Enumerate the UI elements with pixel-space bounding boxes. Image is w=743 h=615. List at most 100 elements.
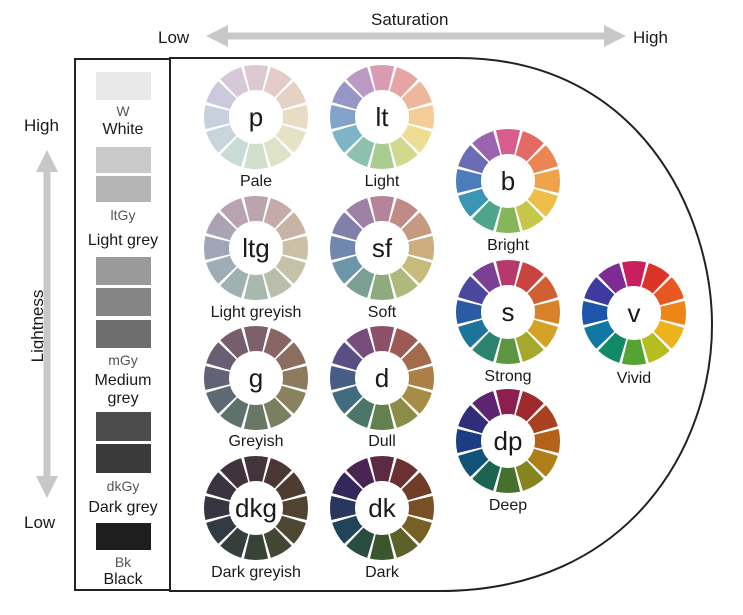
wheel-segment [332,255,363,284]
wheel-segment [243,456,269,482]
wheel-segment [243,65,269,91]
wheel-segment [401,515,432,544]
tone-abbreviation: g [249,363,263,393]
wheel-segment [458,319,489,348]
wheel-segment [263,328,292,359]
lightness-high-label: High [24,116,59,135]
wheel-segment [456,428,482,454]
swatch-medium-grey-3 [96,320,151,348]
wheel-segment [515,200,544,231]
tone-abbreviation: dk [368,493,396,523]
tone-abbreviation: dp [494,426,523,456]
wheel-segment [263,67,292,98]
wheel-segment [282,495,308,521]
wheel-segment [346,397,375,428]
wheel-segment [206,124,237,153]
tone-label-vivid: Vivid [616,370,652,387]
wheel-segment [332,472,363,501]
wheel-segment [263,397,292,428]
wheel-segment [220,328,249,359]
tone-label-greyish: Greyish [228,433,284,450]
wheel-segment [584,320,615,349]
wheel-segment [534,168,560,194]
wheel-segment [401,124,432,153]
wheel-segment [472,262,501,293]
tone-wheel-light-greyish: ltg [204,196,308,300]
wheel-segment [408,104,434,130]
wheel-segment [369,326,395,352]
wheel-segment [495,467,521,493]
tone-wheel-vivid: v [582,261,686,365]
wheel-segment [408,365,434,391]
wheel-segment [206,81,237,110]
swatch-black [96,523,151,550]
lightness-arrow-up-head [36,150,58,172]
wheel-segment [206,472,237,501]
wheel-segment [263,458,292,489]
wheel-segment [389,267,418,298]
tone-wheel-pale: p [204,65,308,169]
wheel-segment [584,277,615,306]
tone-label-dark: Dark [365,564,399,581]
wheel-segment [401,385,432,414]
wheel-segment [332,212,363,241]
swatch-light-grey-1 [96,147,151,173]
wheel-segment [456,299,482,325]
wheel-segment [515,391,544,422]
wheel-segment [389,136,418,167]
wheel-segment [220,458,249,489]
wheel-segment [263,198,292,229]
wheel-segment [389,67,418,98]
tone-abbreviation: lt [376,102,390,132]
wheel-segment [621,339,647,365]
saturation-arrow-right-head [604,25,626,47]
wheel-segment [275,255,306,284]
wheel-segment [206,342,237,371]
wheel-segment [243,534,269,560]
wheel-segment [332,124,363,153]
wheel-segment [389,527,418,558]
tone-label-deep: Deep [488,497,528,514]
swatch-medium-grey-1 [96,257,151,285]
wheel-segment [275,385,306,414]
grey-name-black: Black [103,571,143,588]
wheel-segment [204,235,230,261]
wheel-segment [582,300,608,326]
wheel-segment [389,198,418,229]
wheel-segment [220,136,249,167]
wheel-segment [527,405,558,434]
wheel-segment [330,104,356,130]
wheel-segment [346,267,375,298]
wheel-segment [369,456,395,482]
wheel-segment [275,124,306,153]
wheel-segment [332,342,363,371]
wheel-segment [369,534,395,560]
swatch-dark-grey-2 [96,444,151,473]
tone-abbreviation: p [249,102,263,132]
grey-code-medium-grey: mGy [108,352,138,368]
wheel-segment [332,515,363,544]
wheel-segment [515,331,544,362]
tone-wheel-light: lt [330,65,434,169]
tone-label-dull: Dull [368,433,396,450]
wheel-segment [282,365,308,391]
wheel-segment [369,274,395,300]
wheel-segment [369,404,395,430]
grey-code-dark-grey: dkGy [106,478,140,494]
wheel-segment [220,527,249,558]
wheel-segment [206,212,237,241]
tone-abbreviation: b [501,166,515,196]
wheel-segment [220,267,249,298]
wheel-segment [527,276,558,305]
tone-abbreviation: sf [372,233,393,263]
wheel-segment [458,145,489,174]
wheel-segment [641,332,670,363]
wheel-segment [243,196,269,222]
wheel-segment [389,328,418,359]
wheel-segment [346,328,375,359]
wheel-segment [243,326,269,352]
wheel-segment [369,65,395,91]
wheel-segment [206,515,237,544]
wheel-segment [495,207,521,233]
wheel-segment [534,299,560,325]
